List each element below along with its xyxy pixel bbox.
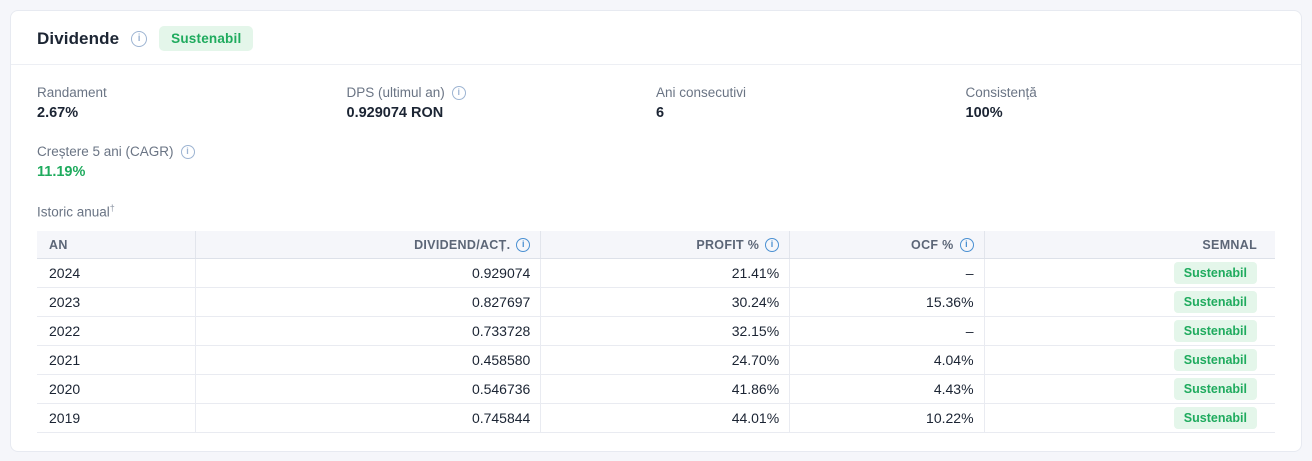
ocf-cell: 4.43% bbox=[789, 374, 985, 404]
history-label-text: Istoric anual bbox=[37, 204, 110, 220]
history-section-label: Istoric anual† bbox=[37, 203, 1275, 220]
column-header-dividend: DIVIDEND/ACȚ. i bbox=[195, 230, 542, 259]
ocf-cell: 10.22% bbox=[789, 403, 985, 433]
ocf-cell: 15.36% bbox=[789, 287, 985, 317]
year-cell: 2023 bbox=[37, 287, 196, 317]
year-cell: 2024 bbox=[37, 258, 196, 288]
table-row: 2021 0.458580 24.70% 4.04% Sustenabil bbox=[37, 345, 1275, 375]
stats-row: Randament 2.67% DPS (ultimul an) i 0.929… bbox=[37, 85, 1275, 121]
page-title: Dividende bbox=[37, 28, 120, 48]
row-status-badge: Sustenabil bbox=[1173, 291, 1257, 313]
dividend-cell: 0.458580 bbox=[195, 345, 542, 375]
semnal-cell: Sustenabil bbox=[984, 316, 1275, 346]
row-status-badge: Sustenabil bbox=[1173, 320, 1257, 342]
ocf-cell: 4.04% bbox=[789, 345, 985, 375]
ocf-cell: – bbox=[789, 258, 985, 288]
semnal-cell: Sustenabil bbox=[984, 287, 1275, 317]
profit-cell: 41.86% bbox=[540, 374, 791, 404]
table-row: 2024 0.929074 21.41% – Sustenabil bbox=[37, 258, 1275, 288]
dividends-card: Dividende i Sustenabil Randament 2.67% D… bbox=[10, 10, 1302, 452]
profit-cell: 30.24% bbox=[540, 287, 791, 317]
table-row: 2020 0.546736 41.86% 4.43% Sustenabil bbox=[37, 374, 1275, 404]
stat-cagr-value: 11.19% bbox=[37, 164, 86, 180]
table-row: 2022 0.733728 32.15% – Sustenabil bbox=[37, 316, 1275, 346]
stat-dps-label: DPS (ultimul an) bbox=[346, 85, 445, 100]
stat-randament-label: Randament bbox=[37, 85, 107, 100]
year-cell: 2022 bbox=[37, 316, 196, 346]
row-status-badge: Sustenabil bbox=[1173, 407, 1257, 429]
row-status-badge: Sustenabil bbox=[1173, 378, 1257, 400]
profit-cell: 24.70% bbox=[540, 345, 791, 375]
profit-cell: 21.41% bbox=[540, 258, 791, 288]
year-cell: 2019 bbox=[37, 403, 196, 433]
column-header-year: AN bbox=[37, 230, 196, 259]
history-table-container: AN DIVIDEND/ACȚ. i PROFIT % i OCF % i SEMNA… bbox=[11, 220, 1301, 452]
profit-column-info-icon[interactable]: i bbox=[765, 237, 780, 252]
profit-cell: 44.01% bbox=[540, 403, 791, 433]
profit-cell: 32.15% bbox=[540, 316, 791, 346]
stats-section: Randament 2.67% DPS (ultimul an) i 0.929… bbox=[11, 65, 1301, 220]
semnal-cell: Sustenabil bbox=[984, 345, 1275, 375]
column-header-profit: PROFIT % i bbox=[540, 230, 791, 259]
semnal-cell: Sustenabil bbox=[984, 258, 1275, 288]
stat-consistency: Consistență 100% bbox=[966, 85, 1276, 121]
card-header: Dividende i Sustenabil bbox=[11, 11, 1301, 65]
dividends-info-icon[interactable]: i bbox=[131, 30, 148, 47]
cagr-info-icon[interactable]: i bbox=[180, 144, 195, 159]
semnal-cell: Sustenabil bbox=[984, 403, 1275, 433]
semnal-cell: Sustenabil bbox=[984, 374, 1275, 404]
dividend-cell: 0.929074 bbox=[195, 258, 542, 288]
stat-randament: Randament 2.67% bbox=[37, 85, 347, 121]
table-row: 2019 0.745844 44.01% 10.22% Sustenabil bbox=[37, 403, 1275, 433]
stat-cagr-label: Creștere 5 ani (CAGR) bbox=[37, 144, 174, 159]
row-status-badge: Sustenabil bbox=[1173, 349, 1257, 371]
stat-cagr: Creștere 5 ani (CAGR) i 11.19% bbox=[37, 144, 1275, 180]
history-label-marker: † bbox=[109, 203, 115, 213]
stat-consecutive-years-value: 6 bbox=[656, 105, 665, 121]
dps-info-icon[interactable]: i bbox=[451, 85, 466, 100]
dividend-cell: 0.733728 bbox=[195, 316, 542, 346]
stat-consistency-label: Consistență bbox=[965, 85, 1037, 100]
row-status-badge: Sustenabil bbox=[1173, 262, 1257, 284]
stat-dps-value: 0.929074 RON bbox=[346, 105, 444, 121]
sustainable-status-badge: Sustenabil bbox=[159, 26, 254, 51]
table-header-row: AN DIVIDEND/ACȚ. i PROFIT % i OCF % i SEMNA… bbox=[37, 230, 1275, 259]
column-header-semnal: SEMNAL bbox=[984, 230, 1275, 259]
column-header-ocf: OCF % i bbox=[789, 230, 985, 259]
year-cell: 2020 bbox=[37, 374, 196, 404]
dividend-cell: 0.745844 bbox=[195, 403, 542, 433]
dividend-cell: 0.546736 bbox=[195, 374, 542, 404]
year-cell: 2021 bbox=[37, 345, 196, 375]
ocf-column-info-icon[interactable]: i bbox=[959, 237, 974, 252]
stat-dps: DPS (ultimul an) i 0.929074 RON bbox=[347, 85, 657, 121]
dividend-cell: 0.827697 bbox=[195, 287, 542, 317]
stat-randament-value: 2.67% bbox=[37, 105, 79, 121]
table-row: 2023 0.827697 30.24% 15.36% Sustenabil bbox=[37, 287, 1275, 317]
history-table: AN DIVIDEND/ACȚ. i PROFIT % i OCF % i SEMNA… bbox=[37, 230, 1275, 433]
ocf-cell: – bbox=[789, 316, 985, 346]
dividend-column-info-icon[interactable]: i bbox=[516, 237, 531, 252]
stat-consistency-value: 100% bbox=[965, 105, 1003, 121]
stat-consecutive-years-label: Ani consecutivi bbox=[656, 85, 747, 100]
stat-consecutive-years: Ani consecutivi 6 bbox=[656, 85, 966, 121]
